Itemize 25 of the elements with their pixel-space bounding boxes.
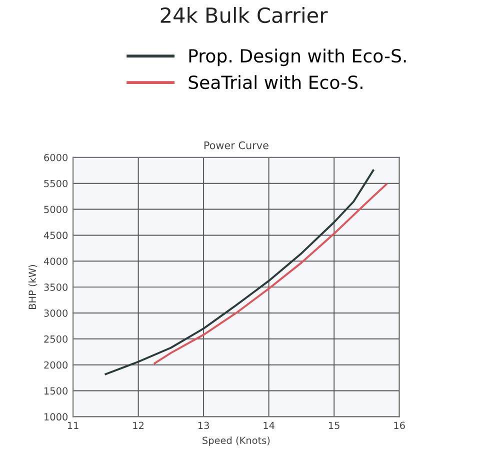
x-tick-label: 16 xyxy=(394,422,405,430)
y-tick-label: 2500 xyxy=(44,335,68,343)
legend-label: Prop. Design with Eco-S. xyxy=(189,48,406,66)
y-tick-label: 3000 xyxy=(44,309,68,317)
y-tick-label: 1000 xyxy=(44,413,68,421)
y-tick-label: 2000 xyxy=(44,361,68,369)
line-series xyxy=(154,183,388,364)
chart-title: 24k Bulk Carrier xyxy=(160,6,328,24)
y-tick-label: 4500 xyxy=(44,232,68,240)
legend-label: SeaTrial with Eco-S. xyxy=(188,75,362,90)
x-tick-label: 14 xyxy=(264,422,274,429)
line-series xyxy=(104,169,374,376)
chart-subtitle: Power Curve xyxy=(204,141,268,150)
y-tick-label: 3500 xyxy=(44,284,68,291)
x-tick-label: 11 xyxy=(68,422,78,429)
x-tick-label: 15 xyxy=(328,422,340,430)
x-tick-label: 13 xyxy=(198,422,209,430)
y-tick-label: 5000 xyxy=(44,206,68,214)
x-tick-label: 12 xyxy=(133,422,144,429)
y-tick-label: 5500 xyxy=(44,180,68,188)
y-tick-label: 4000 xyxy=(44,258,68,265)
y-axis-title: BHP (kW) xyxy=(28,265,38,309)
y-tick-label: 1500 xyxy=(44,387,68,395)
x-axis-title: Speed (Knots) xyxy=(202,436,270,446)
y-tick-label: 6000 xyxy=(44,154,68,162)
